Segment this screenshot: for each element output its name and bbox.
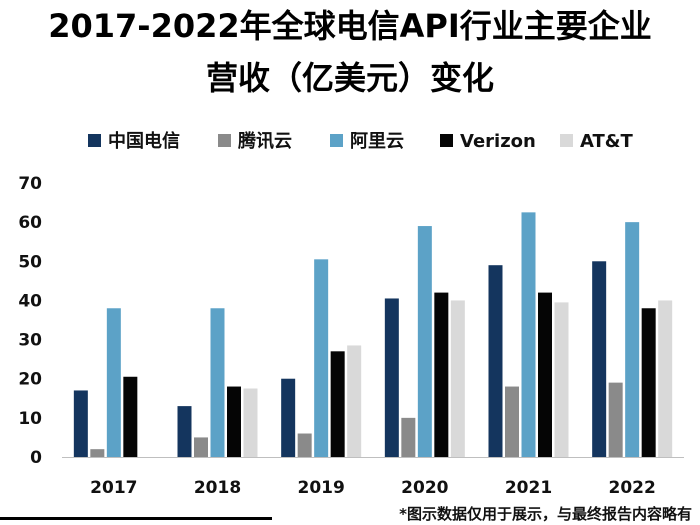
- bar: [347, 345, 362, 457]
- bar: [592, 261, 607, 457]
- bar: [330, 351, 345, 457]
- bar: [401, 417, 416, 457]
- y-tick-label: 20: [18, 370, 42, 390]
- bar: [625, 222, 640, 457]
- x-tick-label: 2022: [609, 478, 656, 498]
- bar: [177, 406, 192, 457]
- legend-label: 阿里云: [350, 131, 404, 152]
- bar: [488, 265, 503, 457]
- y-tick-label: 40: [18, 291, 42, 311]
- bar: [384, 298, 399, 457]
- legend-swatch: [218, 134, 231, 147]
- bar: [194, 437, 208, 457]
- x-tick-label: 2020: [401, 478, 448, 498]
- bar: [658, 300, 673, 457]
- y-tick-label: 70: [18, 174, 42, 194]
- legend-swatch: [560, 134, 573, 147]
- bar: [417, 226, 432, 457]
- x-tick-label: 2019: [298, 478, 345, 498]
- y-tick-label: 60: [18, 213, 42, 233]
- legend-label: AT&T: [580, 131, 634, 152]
- bar: [123, 376, 138, 457]
- footnote: *图示数据仅用于展示，与最终报告内容略有: [399, 505, 692, 523]
- bar: [281, 378, 296, 457]
- bar: [90, 449, 105, 457]
- bar: [641, 308, 656, 457]
- bar: [521, 212, 536, 457]
- chart-title-line-2: 营收（亿美元）变化: [205, 59, 494, 97]
- bar: [106, 308, 121, 457]
- x-tick-label: 2021: [505, 478, 552, 498]
- bar: [314, 259, 329, 457]
- legend-label: 中国电信: [108, 130, 180, 152]
- y-tick-label: 50: [18, 252, 42, 272]
- bar: [505, 386, 519, 457]
- y-tick-label: 0: [30, 448, 42, 468]
- legend-label: 腾讯云: [238, 130, 292, 152]
- legend-swatch: [330, 134, 343, 147]
- bar: [554, 302, 569, 457]
- x-tick-label: 2018: [194, 478, 241, 498]
- bar: [450, 300, 465, 457]
- bar: [73, 390, 88, 457]
- chart-title-line-1: 2017-2022年全球电信API行业主要企业: [48, 7, 652, 45]
- y-tick-label: 10: [18, 409, 42, 429]
- bar: [297, 433, 312, 457]
- bar: [243, 388, 258, 457]
- bar: [608, 382, 623, 457]
- bar: [434, 292, 449, 457]
- bar: [227, 386, 241, 457]
- legend-swatch: [440, 134, 453, 147]
- bottom-rule: [0, 517, 272, 520]
- x-tick-label: 2017: [90, 478, 137, 498]
- legend-label: Verizon: [460, 131, 536, 152]
- bar: [538, 292, 552, 457]
- legend-swatch: [88, 134, 101, 147]
- y-tick-label: 30: [18, 331, 42, 351]
- bar: [210, 308, 225, 457]
